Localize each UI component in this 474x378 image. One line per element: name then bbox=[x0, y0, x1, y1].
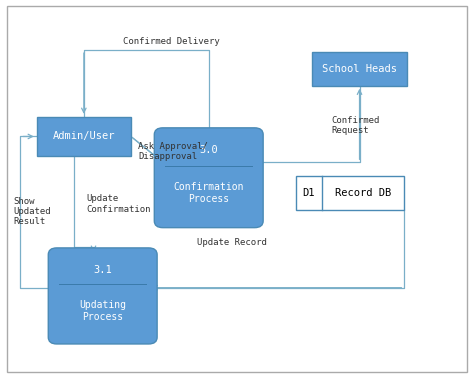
Text: Show
Updated
Result: Show Updated Result bbox=[13, 197, 51, 226]
FancyBboxPatch shape bbox=[48, 248, 157, 344]
Text: Confirmed Delivery: Confirmed Delivery bbox=[123, 37, 219, 46]
FancyBboxPatch shape bbox=[312, 52, 407, 86]
Text: 3.0: 3.0 bbox=[200, 145, 218, 155]
Text: Updating
Process: Updating Process bbox=[79, 300, 126, 322]
Text: School Heads: School Heads bbox=[322, 64, 397, 74]
Text: Update
Confirmation: Update Confirmation bbox=[86, 194, 151, 214]
Text: Confirmation
Process: Confirmation Process bbox=[173, 183, 244, 204]
Text: Confirmed
Request: Confirmed Request bbox=[331, 116, 380, 135]
Text: Admin/User: Admin/User bbox=[53, 132, 115, 141]
Text: 3.1: 3.1 bbox=[93, 265, 112, 274]
Text: Ask Approval/
Disapproval: Ask Approval/ Disapproval bbox=[138, 142, 208, 161]
Bar bbox=[296, 176, 404, 210]
FancyBboxPatch shape bbox=[36, 117, 131, 156]
Text: D1: D1 bbox=[303, 188, 315, 198]
FancyBboxPatch shape bbox=[7, 6, 467, 372]
Text: Record DB: Record DB bbox=[335, 188, 391, 198]
FancyBboxPatch shape bbox=[155, 128, 263, 228]
Text: Update Record: Update Record bbox=[197, 238, 267, 247]
